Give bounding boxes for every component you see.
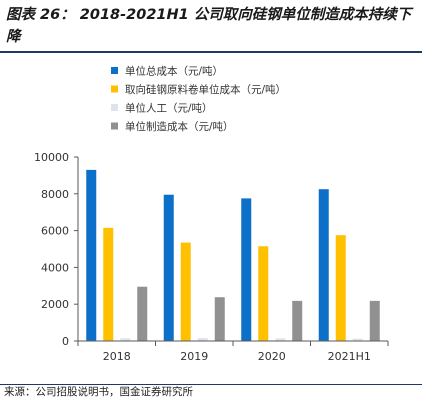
x-tick-label: 2018 [103,350,131,363]
bar [137,286,148,341]
bar [86,169,97,341]
bar [318,189,329,341]
bar [241,198,252,341]
bar [369,300,380,341]
x-tick-label: 2021H1 [328,350,371,363]
legend-label: 单位制造成本（元/吨） [125,120,234,133]
legend-swatch [111,122,118,130]
y-tick-label: 0 [62,335,69,348]
bar [292,300,303,341]
bar [352,338,363,341]
y-axis: 0 2000 4000 6000 8000 10000 [34,151,79,348]
y-tick-label: 2000 [41,298,69,311]
bar [120,338,131,341]
bar [214,297,225,341]
bar [335,235,346,341]
legend-swatch [111,85,118,93]
bar [180,242,191,341]
x-tick-label: 2020 [258,350,286,363]
bar [275,338,286,341]
bar [258,246,269,341]
legend-swatch [111,104,118,111]
legend-label: 单位总成本（元/吨） [125,65,223,78]
y-tick-label: 10000 [34,151,69,164]
bar-chart: 单位总成本（元/吨） 取向硅钢原料卷单位成本（元/吨） 单位人工（元/吨） 单位制造成… [34,65,389,363]
legend-label: 取向硅钢原料卷单位成本（元/吨） [125,83,286,96]
legend: 单位总成本（元/吨） 取向硅钢原料卷单位成本（元/吨） 单位人工（元/吨） 单位制造成… [111,65,286,133]
x-tick-label: 2019 [180,350,208,363]
y-tick-label: 4000 [41,261,69,274]
x-axis: 2018 2019 2020 2021H1 [77,340,389,363]
figure-title: 图表 26： 2018-2021H1 公司取向硅钢单位制造成本持续下降 [6,7,412,45]
bar [163,194,174,341]
y-tick-label: 8000 [41,188,69,201]
bar [103,227,114,341]
legend-swatch [111,67,118,74]
source-note: 来源：公司招股说明书，国金证券研究所 [4,386,193,398]
title-rule [0,51,422,53]
bars [86,169,380,341]
bar [197,338,208,341]
legend-label: 单位人工（元/吨） [125,102,213,115]
footer-rule [0,384,422,385]
y-tick-label: 6000 [41,225,69,238]
